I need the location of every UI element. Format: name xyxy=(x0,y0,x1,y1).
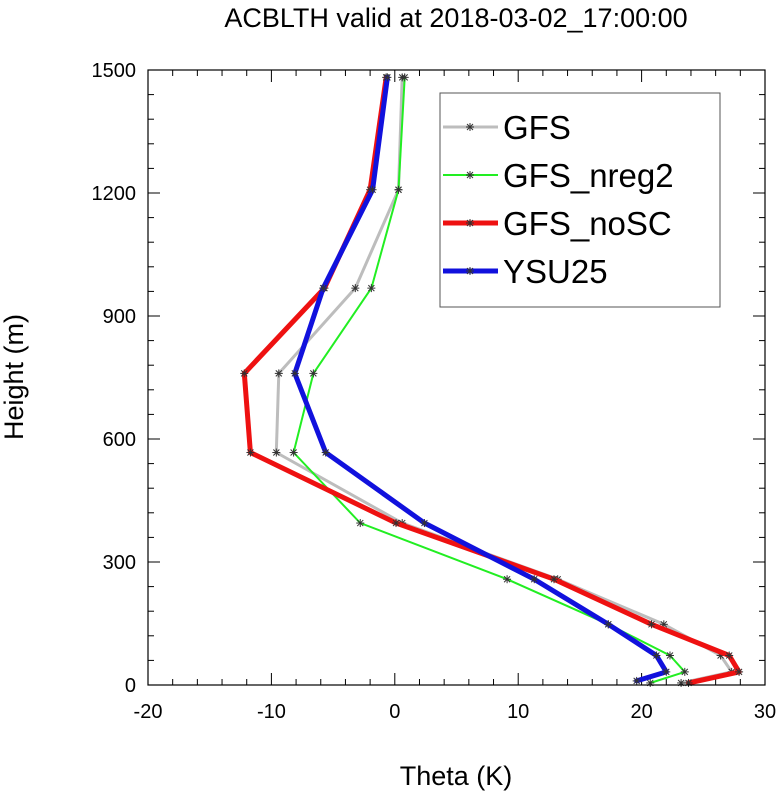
x-axis-label: Theta (K) xyxy=(400,761,513,791)
legend-item-gfs: GFS xyxy=(443,109,571,146)
legend-label: YSU25 xyxy=(503,253,608,290)
legend: GFS GFS_nreg2 GFS_noSC YSU25 xyxy=(439,92,721,308)
series-ysu25 xyxy=(290,73,671,685)
y-tick-label: 600 xyxy=(103,429,136,451)
data-point-ysu25 xyxy=(420,519,429,528)
data-point-gfs-nreg2 xyxy=(356,519,365,528)
legend-marker xyxy=(466,171,474,179)
x-tick-label: 20 xyxy=(630,701,652,723)
legend-label: GFS xyxy=(503,109,571,146)
chart-title: ACBLTH valid at 2018-03-02_17:00:00 xyxy=(224,3,687,33)
legend-item-gfs-nosc: GFS_noSC xyxy=(443,205,672,242)
y-axis-label: Height (m) xyxy=(0,314,29,440)
data-point-gfs xyxy=(272,448,281,457)
x-tick-label: -20 xyxy=(134,701,163,723)
data-point-gfs-nosc xyxy=(647,620,656,629)
x-tick-label: -10 xyxy=(257,701,286,723)
data-point-gfs-nreg2 xyxy=(394,185,403,194)
data-point-ysu25 xyxy=(290,369,299,378)
legend-item-ysu25: YSU25 xyxy=(443,253,608,290)
data-point-gfs-nosc xyxy=(246,448,255,457)
data-point-ysu25 xyxy=(604,620,613,629)
legend-label: GFS_nreg2 xyxy=(503,157,674,194)
data-point-gfs-nreg2 xyxy=(665,651,674,660)
x-tick-label: 0 xyxy=(389,701,400,723)
data-point-ysu25 xyxy=(662,667,671,676)
data-point-gfs-nosc xyxy=(735,667,744,676)
data-point-gfs xyxy=(677,678,686,687)
series-lines xyxy=(240,73,744,687)
data-point-gfs-nosc xyxy=(725,651,734,660)
data-point-gfs-nosc xyxy=(240,369,249,378)
data-point-gfs-nreg2 xyxy=(503,575,512,584)
plot-frame xyxy=(147,69,766,686)
data-point-ysu25 xyxy=(632,676,641,685)
data-point-gfs-nreg2 xyxy=(289,448,298,457)
data-point-gfs-nreg2 xyxy=(680,667,689,676)
data-point-ysu25 xyxy=(321,448,330,457)
legend-label: GFS_noSC xyxy=(503,205,672,242)
y-tick-label: 1500 xyxy=(92,60,137,82)
legend-marker xyxy=(466,219,474,227)
legend-item-gfs-nreg2: GFS_nreg2 xyxy=(443,157,674,194)
x-tick-label: 30 xyxy=(754,701,776,723)
data-point-gfs-nosc xyxy=(392,519,401,528)
data-point-ysu25 xyxy=(368,185,377,194)
data-point-gfs xyxy=(274,369,283,378)
data-point-gfs-nosc xyxy=(549,575,558,584)
data-point-gfs-nosc xyxy=(684,678,693,687)
y-tick-label: 300 xyxy=(103,552,136,574)
x-tick-label: 10 xyxy=(507,701,529,723)
y-tick-label: 1200 xyxy=(92,183,137,205)
data-point-ysu25 xyxy=(530,575,539,584)
series-gfs-nreg2 xyxy=(289,73,689,687)
data-point-gfs xyxy=(351,284,360,293)
legend-items: GFS GFS_nreg2 GFS_noSC YSU25 xyxy=(443,109,674,290)
legend-marker xyxy=(466,267,474,275)
legend-marker xyxy=(466,123,474,131)
y-tick-label: 900 xyxy=(103,306,136,328)
data-point-ysu25 xyxy=(383,73,392,82)
data-point-ysu25 xyxy=(652,651,661,660)
data-point-gfs-nreg2 xyxy=(367,284,376,293)
data-point-gfs-nreg2 xyxy=(400,73,409,82)
data-point-gfs-nreg2 xyxy=(309,369,318,378)
data-point-ysu25 xyxy=(319,284,328,293)
y-tick-label: 0 xyxy=(125,675,136,697)
